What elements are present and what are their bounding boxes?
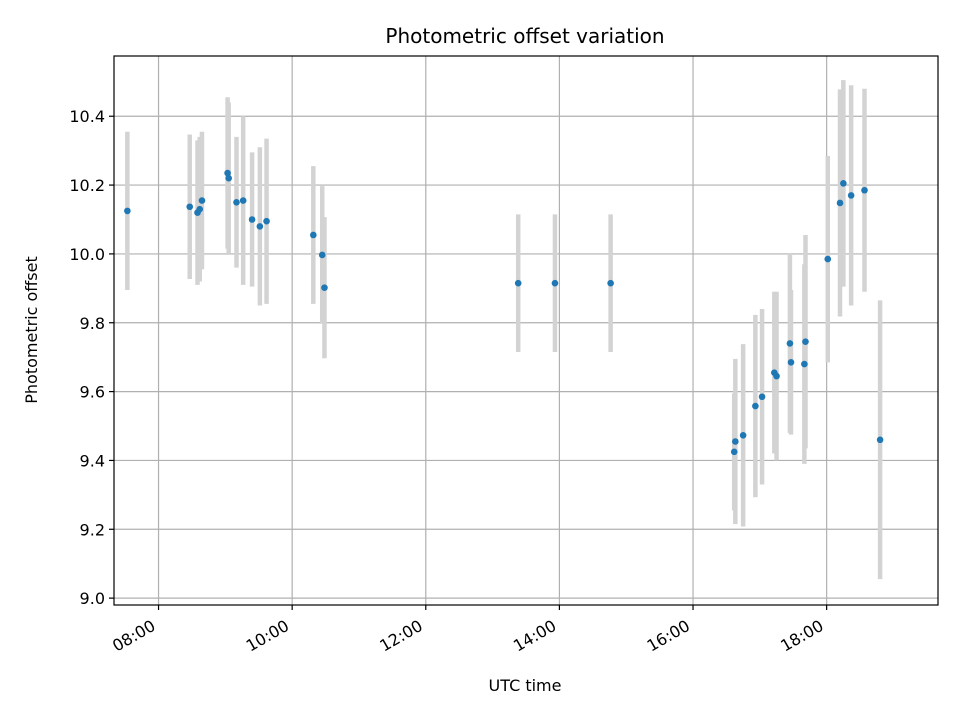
y-tick-label: 10.0 [69,245,105,264]
data-point [196,205,204,213]
y-tick-label: 9.4 [80,451,105,470]
data-point [256,223,264,230]
data-point [310,231,317,239]
data-point [861,186,868,194]
data-point [607,279,614,287]
data-point [224,169,231,177]
plot-area [114,56,938,605]
data-point [758,393,766,401]
data-point [773,372,780,380]
data-point [514,279,522,287]
data-point [752,402,759,410]
y-tick-label: 9.2 [80,520,105,539]
data-point [836,199,844,207]
data-point [124,207,131,215]
y-axis-label: Photometric offset [22,256,41,404]
data-points [124,169,884,456]
y-tick-label: 9.6 [80,383,105,402]
data-point [786,340,794,347]
data-point [732,438,739,445]
data-point [840,180,847,187]
data-point [551,279,559,287]
y-tick-label: 10.4 [69,107,105,126]
data-point [248,216,256,223]
data-point [321,284,328,291]
plot-frame [113,55,939,606]
data-point [802,338,809,345]
y-tick-label: 9.8 [80,314,105,333]
data-point [233,198,240,206]
data-point [876,436,884,444]
data-point [263,217,270,225]
data-point [824,255,832,263]
data-point [318,251,326,259]
data-point [198,197,206,204]
data-point [239,197,247,204]
data-point [730,448,738,456]
data-point [801,360,808,368]
data-point [739,432,747,439]
x-axis-label: UTC time [489,676,562,695]
y-tick-label: 9.0 [80,589,105,608]
chart-title: Photometric offset variation [385,24,664,48]
data-point [847,192,855,199]
y-tick-label: 10.2 [69,176,105,195]
data-point [186,203,194,211]
data-point [225,174,232,182]
data-point [787,359,795,366]
